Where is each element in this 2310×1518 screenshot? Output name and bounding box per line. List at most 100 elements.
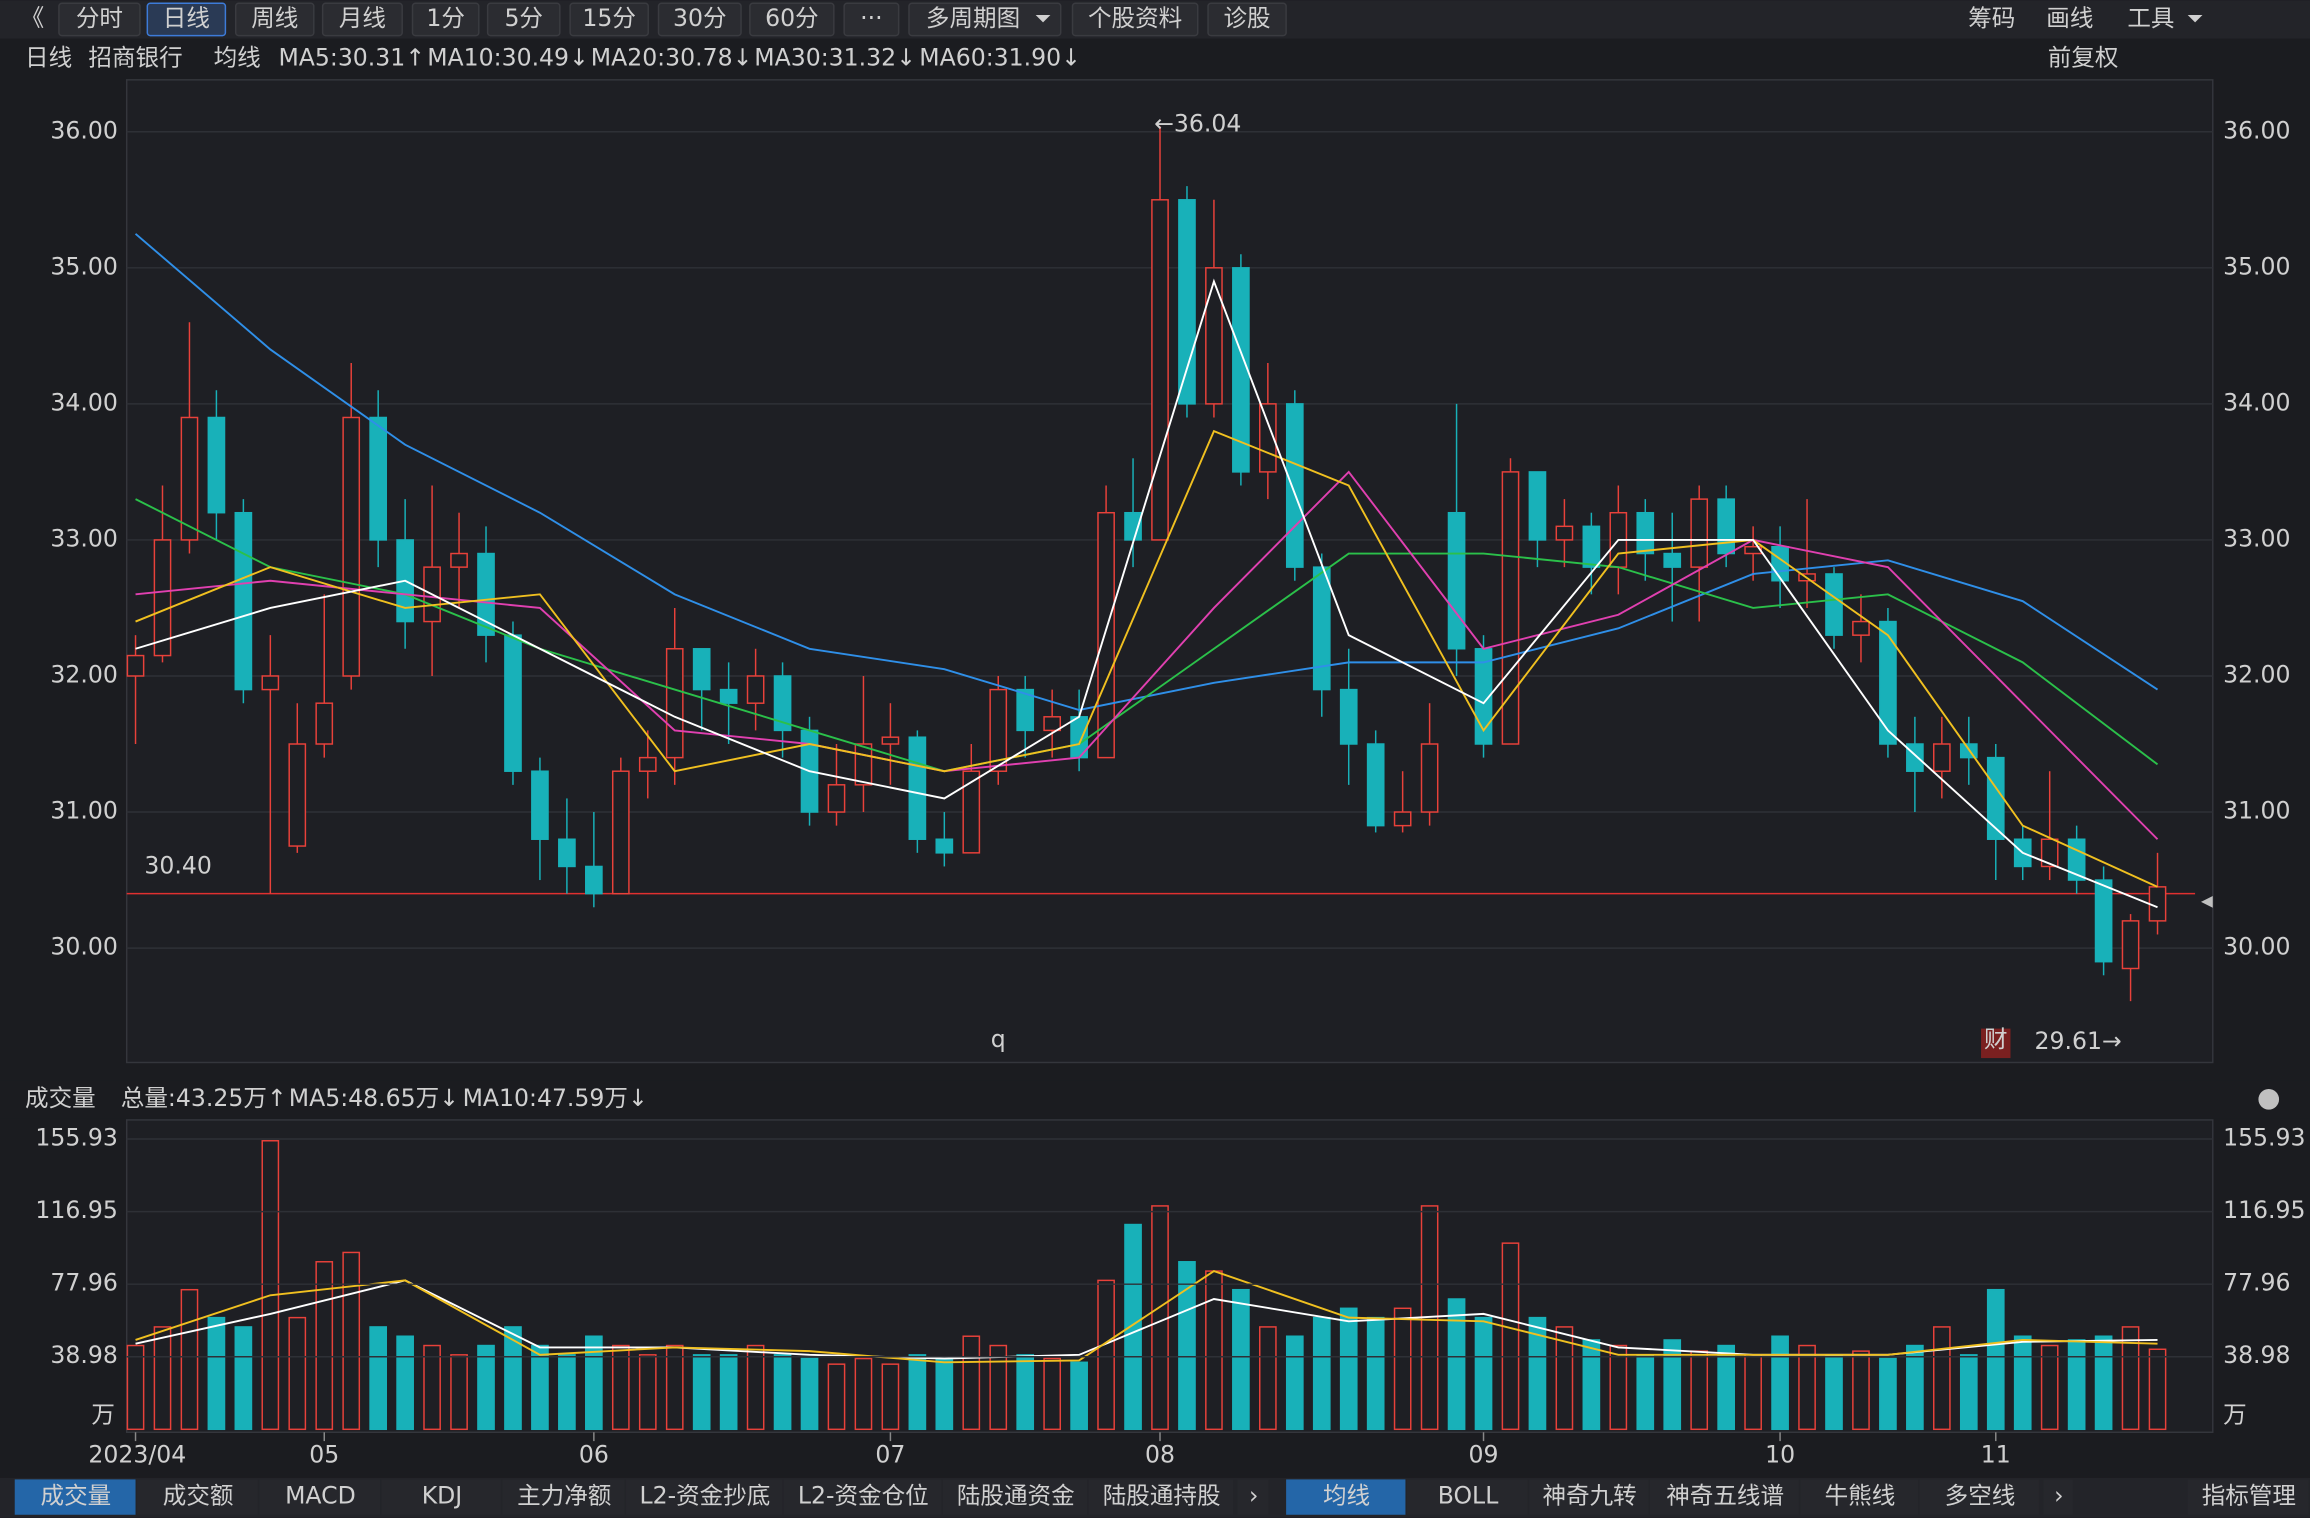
tab-label[interactable]: ··· bbox=[860, 4, 882, 32]
bottom-tab-label[interactable]: › bbox=[1249, 1482, 1258, 1510]
tab-label[interactable]: 多周期图 bbox=[926, 4, 1020, 32]
tab-button[interactable] bbox=[146, 2, 227, 37]
tab-button[interactable] bbox=[411, 2, 480, 37]
tab-label[interactable]: 60分 bbox=[765, 4, 819, 32]
bottom-tab-label[interactable]: KDJ bbox=[422, 1482, 463, 1510]
bottom-tab[interactable] bbox=[1919, 1479, 2039, 1515]
tab-label[interactable]: 周线 bbox=[251, 4, 298, 32]
candle-body bbox=[2067, 838, 2086, 881]
volume-bar bbox=[1259, 1326, 1277, 1431]
tab-button[interactable] bbox=[321, 2, 403, 37]
tab-button[interactable] bbox=[569, 2, 649, 37]
volume-bar bbox=[531, 1344, 549, 1431]
bottom-tab-label[interactable]: L2-资金抄底 bbox=[639, 1482, 770, 1510]
candle-body bbox=[1906, 743, 1924, 772]
tab-label[interactable]: 分时 bbox=[76, 4, 123, 32]
volume-bar bbox=[396, 1335, 414, 1431]
bottom-tab-label[interactable]: BOLL bbox=[1438, 1482, 1499, 1510]
tab-label[interactable]: 1分 bbox=[426, 4, 465, 32]
candle-body bbox=[746, 675, 765, 704]
candle-body bbox=[692, 648, 711, 691]
bottom-tab[interactable] bbox=[1237, 1479, 1269, 1515]
bottom-tab[interactable] bbox=[626, 1479, 783, 1515]
candle-body bbox=[1205, 267, 1223, 405]
tab-button[interactable] bbox=[58, 2, 141, 37]
tab-button[interactable] bbox=[657, 2, 742, 37]
candle-body bbox=[450, 552, 468, 568]
volume-bar bbox=[369, 1326, 388, 1431]
volume-bar bbox=[719, 1354, 738, 1431]
bottom-tab-label[interactable]: MACD bbox=[285, 1482, 356, 1510]
tab-label[interactable]: 日线 bbox=[163, 4, 210, 32]
tab-label[interactable]: 15分 bbox=[582, 4, 636, 32]
bottom-tab[interactable] bbox=[1800, 1479, 1919, 1515]
y-tick-label: 30.00 bbox=[50, 933, 117, 961]
candle-body bbox=[1690, 498, 1709, 568]
candle-body bbox=[207, 416, 226, 514]
bottom-tab[interactable] bbox=[783, 1479, 942, 1515]
volume-bar bbox=[989, 1344, 1008, 1431]
volume-bar bbox=[2040, 1344, 2059, 1431]
bottom-tab-label[interactable]: 牛熊线 bbox=[1825, 1482, 1896, 1510]
tab-button[interactable] bbox=[234, 2, 315, 37]
bottom-tab-label[interactable]: 陆股通资金 bbox=[957, 1482, 1075, 1510]
candle-body bbox=[881, 736, 900, 745]
volume-bar bbox=[126, 1344, 145, 1431]
tab-button[interactable] bbox=[1071, 2, 1199, 37]
bottom-tab-label[interactable]: 成交量 bbox=[41, 1482, 112, 1510]
candle-body bbox=[638, 756, 657, 772]
candle-body bbox=[585, 865, 603, 895]
bottom-tab-label[interactable]: 多空线 bbox=[1945, 1482, 2016, 1510]
ma-label: 均线 bbox=[214, 44, 261, 72]
tab-button[interactable] bbox=[1207, 2, 1287, 37]
bottom-tab[interactable] bbox=[942, 1479, 1088, 1515]
tab-label[interactable]: 诊股 bbox=[1224, 4, 1271, 32]
price-annotation: 29.61→ bbox=[2035, 1027, 2122, 1055]
tool-label[interactable]: 画线 bbox=[2046, 4, 2093, 32]
bottom-tab[interactable] bbox=[381, 1479, 501, 1515]
bottom-tab[interactable] bbox=[1650, 1479, 1799, 1515]
bottom-tab[interactable] bbox=[1088, 1479, 1234, 1515]
bottom-tab-label[interactable]: › bbox=[2054, 1482, 2063, 1510]
candle-body bbox=[1285, 403, 1304, 568]
bottom-tab[interactable] bbox=[1529, 1479, 1649, 1515]
volume-bar bbox=[854, 1357, 873, 1431]
candle-body bbox=[369, 416, 388, 541]
x-tick-label: 11 bbox=[1981, 1440, 2011, 1468]
bottom-tab-label[interactable]: 主力净额 bbox=[517, 1482, 611, 1510]
tool-label[interactable]: 筹码 bbox=[1968, 4, 2015, 32]
bottom-tab-label[interactable]: 指标管理 bbox=[2202, 1482, 2296, 1510]
bottom-tab-label[interactable]: 神奇五线谱 bbox=[1666, 1482, 1784, 1510]
bottom-tab-label[interactable]: 陆股通持股 bbox=[1103, 1482, 1221, 1510]
bottom-tab-label[interactable]: 均线 bbox=[1323, 1482, 1370, 1510]
bottom-tab[interactable] bbox=[1406, 1479, 1528, 1515]
tab-button[interactable] bbox=[749, 2, 835, 37]
tab-label[interactable]: 月线 bbox=[339, 4, 386, 32]
tab-label[interactable]: 个股资料 bbox=[1088, 4, 1182, 32]
dropdown-arrow bbox=[1035, 15, 1051, 23]
y-tick-label: 35.00 bbox=[50, 252, 117, 280]
tab-label[interactable]: 《 bbox=[21, 4, 45, 32]
bottom-tab[interactable] bbox=[1286, 1479, 1406, 1515]
bottom-tab[interactable] bbox=[502, 1479, 625, 1515]
candle-body bbox=[1825, 573, 1843, 636]
volume-bar bbox=[2148, 1348, 2167, 1431]
tab-button[interactable] bbox=[908, 2, 1062, 37]
tab-button[interactable] bbox=[486, 2, 561, 37]
volume-bar bbox=[1636, 1354, 1655, 1431]
y-tick-label-right: 38.98 bbox=[2223, 1341, 2290, 1369]
bottom-tab[interactable] bbox=[137, 1479, 258, 1515]
bottom-tab-label[interactable]: 神奇九转 bbox=[1542, 1482, 1636, 1510]
volume-panel bbox=[125, 1119, 2214, 1433]
tab-label[interactable]: 30分 bbox=[673, 4, 727, 32]
tool-label[interactable]: 工具 bbox=[2127, 4, 2174, 32]
tab-button[interactable] bbox=[843, 2, 900, 37]
bottom-tab-label[interactable]: 成交额 bbox=[163, 1482, 234, 1510]
tab-label[interactable]: 5分 bbox=[504, 4, 543, 32]
bottom-tab[interactable] bbox=[259, 1479, 381, 1515]
bottom-tab[interactable] bbox=[2187, 1479, 2309, 1515]
bottom-tab[interactable] bbox=[14, 1479, 136, 1515]
bottom-tab-label[interactable]: L2-资金仓位 bbox=[798, 1482, 929, 1510]
bottom-tab[interactable] bbox=[2043, 1479, 2073, 1515]
close-icon[interactable] bbox=[2258, 1089, 2280, 1110]
